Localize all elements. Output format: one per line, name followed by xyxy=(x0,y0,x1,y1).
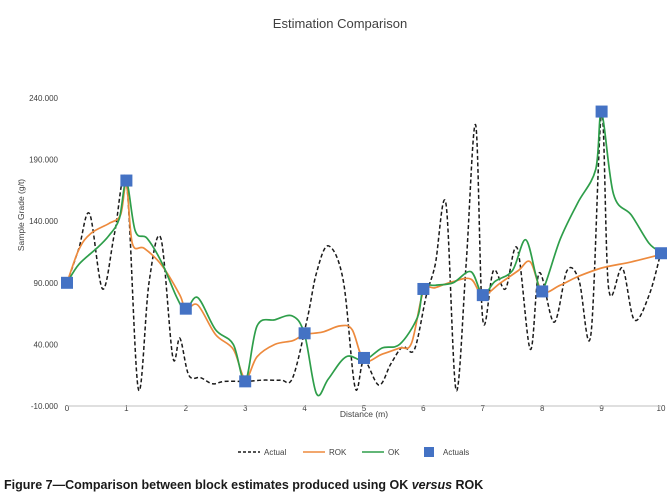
y-tick-label: -10.000 xyxy=(31,402,59,411)
y-tick-label: 90.000 xyxy=(34,279,59,288)
x-tick-label: 8 xyxy=(540,404,545,413)
caption-prefix: Figure 7—Comparison between block estima… xyxy=(4,478,412,492)
actuals-marker xyxy=(595,105,608,118)
x-axis-label: Distance (m) xyxy=(340,409,388,419)
x-tick-label: 3 xyxy=(243,404,248,413)
legend-label: ROK xyxy=(329,448,347,457)
y-tick-label: 40.000 xyxy=(34,340,59,349)
actuals-marker xyxy=(298,327,311,340)
caption-emphasis: versus xyxy=(411,478,453,492)
legend-label: Actuals xyxy=(443,448,469,457)
x-tick-label: 2 xyxy=(184,404,189,413)
legend-swatch xyxy=(424,447,434,457)
y-axis-label: Sample Grade (g/t) xyxy=(16,179,26,251)
actuals-marker xyxy=(536,285,549,298)
estimation-chart: Estimation Comparison Sample Grade (g/t)… xyxy=(16,16,667,457)
x-tick-label: 9 xyxy=(599,404,604,413)
series-rok-line xyxy=(66,183,662,380)
y-tick-labels: -10.000 40.000 90.000 140.000 190.000 240.000 xyxy=(29,94,58,411)
series-layer xyxy=(61,105,667,397)
legend-item-ok: OK xyxy=(362,448,400,457)
x-tick-label: 1 xyxy=(124,404,129,413)
legend-label: OK xyxy=(388,448,400,457)
actuals-marker xyxy=(358,351,370,364)
legend-item-actuals: Actuals xyxy=(424,447,469,457)
caption-suffix: ROK xyxy=(452,478,484,492)
chart-title: Estimation Comparison xyxy=(273,16,407,31)
x-tick-label: 10 xyxy=(657,404,666,413)
legend-label: Actual xyxy=(264,448,286,457)
actuals-marker xyxy=(61,276,73,289)
actuals-marker xyxy=(120,174,133,187)
y-tick-label: 190.000 xyxy=(29,156,58,165)
x-tick-label: 7 xyxy=(481,404,486,413)
x-tick-label: 5 xyxy=(362,404,367,413)
x-tick-label: 4 xyxy=(302,404,307,413)
x-tick-label: 0 xyxy=(65,404,70,413)
actuals-marker xyxy=(476,289,489,302)
y-tick-label: 240.000 xyxy=(29,94,58,103)
y-tick-label: 140.000 xyxy=(29,217,58,226)
actuals-marker xyxy=(179,302,192,315)
legend: Actual ROK OK Actuals xyxy=(238,447,469,457)
legend-item-rok: ROK xyxy=(303,448,347,457)
series-actuals xyxy=(61,105,667,388)
actuals-marker xyxy=(417,282,430,295)
actuals-marker xyxy=(239,375,252,388)
series-actual-line xyxy=(66,112,662,392)
actuals-marker xyxy=(655,247,667,260)
legend-item-actual: Actual xyxy=(238,448,286,457)
figure-caption: Figure 7—Comparison between block estima… xyxy=(4,478,668,492)
x-tick-labels: 0 1 2 3 4 5 6 7 8 9 10 xyxy=(65,404,666,413)
x-tick-label: 6 xyxy=(421,404,426,413)
